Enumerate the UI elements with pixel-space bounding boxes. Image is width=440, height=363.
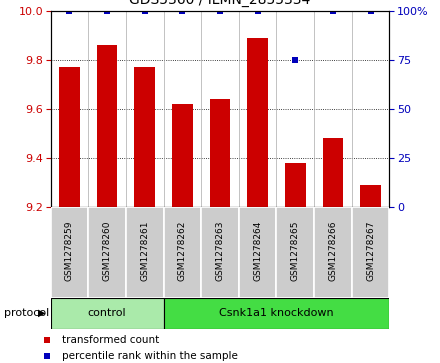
Text: protocol: protocol xyxy=(4,308,50,318)
Bar xyxy=(239,207,276,298)
Text: GSM1278262: GSM1278262 xyxy=(178,220,187,281)
Text: Csnk1a1 knockdown: Csnk1a1 knockdown xyxy=(219,308,334,318)
Bar xyxy=(164,207,201,298)
Bar xyxy=(59,67,80,207)
Text: GSM1278260: GSM1278260 xyxy=(103,220,112,281)
Text: control: control xyxy=(88,308,126,318)
Text: GSM1278266: GSM1278266 xyxy=(328,220,337,281)
Text: percentile rank within the sample: percentile rank within the sample xyxy=(62,351,238,361)
Bar xyxy=(164,298,389,329)
Bar xyxy=(209,99,231,207)
Bar xyxy=(51,298,164,329)
Bar xyxy=(314,207,352,298)
Bar xyxy=(97,45,117,207)
Text: GSM1278261: GSM1278261 xyxy=(140,220,149,281)
Text: GSM1278264: GSM1278264 xyxy=(253,220,262,281)
Bar xyxy=(172,104,193,207)
Text: transformed count: transformed count xyxy=(62,335,160,345)
Bar xyxy=(352,207,389,298)
Bar xyxy=(51,207,88,298)
Title: GDS5360 / ILMN_2855334: GDS5360 / ILMN_2855334 xyxy=(129,0,311,7)
Text: GSM1278259: GSM1278259 xyxy=(65,220,74,281)
Text: ▶: ▶ xyxy=(38,308,46,318)
Bar xyxy=(247,38,268,207)
Bar xyxy=(126,207,164,298)
Bar xyxy=(323,138,343,207)
Text: GSM1278267: GSM1278267 xyxy=(366,220,375,281)
Bar xyxy=(276,207,314,298)
Bar xyxy=(360,185,381,207)
Bar xyxy=(201,207,239,298)
Text: GSM1278265: GSM1278265 xyxy=(291,220,300,281)
Text: GSM1278263: GSM1278263 xyxy=(216,220,224,281)
Bar xyxy=(88,207,126,298)
Bar xyxy=(134,67,155,207)
Bar xyxy=(285,163,306,207)
